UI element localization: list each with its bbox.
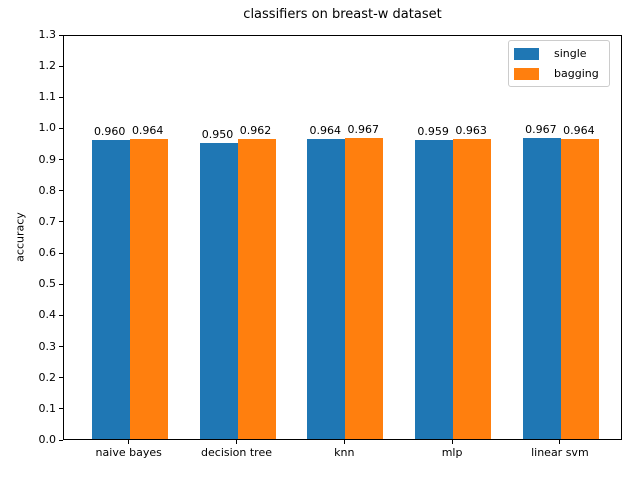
bar-value-label-bagging-mlp: 0.963 bbox=[455, 123, 487, 137]
y-tick-mark bbox=[59, 314, 63, 316]
bar-single-mlp bbox=[415, 140, 454, 439]
y-tick-label: 0.2 bbox=[38, 370, 57, 384]
bar-value-label-single-naive-bayes: 0.960 bbox=[93, 124, 126, 138]
bar-single-decision-tree bbox=[199, 143, 238, 439]
bar-bagging-linear-svm bbox=[560, 138, 599, 439]
bar-bagging-decision-tree bbox=[237, 139, 276, 439]
y-tick-label: 1.3 bbox=[38, 28, 57, 41]
y-tick-label: 1.0 bbox=[38, 121, 57, 135]
y-tick-label: 0.6 bbox=[38, 246, 57, 260]
chart-title: classifiers on breast-w dataset bbox=[243, 7, 442, 22]
y-tick-label: 0.5 bbox=[38, 277, 57, 291]
x-tick-label-mlp: mlp bbox=[441, 446, 463, 459]
bar-value-label-bagging-decision-tree: 0.962 bbox=[239, 124, 272, 138]
x-tick-mark bbox=[343, 440, 345, 444]
y-tick-mark bbox=[59, 34, 63, 36]
bar-bagging-mlp bbox=[453, 139, 492, 439]
bar-value-label-single-linear-svm: 0.967 bbox=[525, 122, 557, 136]
legend-item-single: single bbox=[514, 47, 603, 60]
x-tick-label-knn: knn bbox=[334, 446, 355, 459]
y-tick-label: 0.7 bbox=[38, 214, 57, 228]
x-tick-mark bbox=[236, 440, 237, 444]
y-tick-mark bbox=[59, 190, 63, 192]
x-tick-label-linear-svm: linear svm bbox=[531, 446, 589, 459]
legend-swatch-bagging bbox=[514, 67, 539, 80]
bar-bagging-knn bbox=[345, 137, 384, 439]
plot-area bbox=[63, 35, 622, 440]
bar-value-label-bagging-knn: 0.967 bbox=[347, 122, 380, 136]
y-tick-label: 0.4 bbox=[38, 308, 57, 322]
y-tick-mark bbox=[59, 252, 63, 254]
y-tick-mark bbox=[59, 65, 63, 67]
y-tick-label: 1.2 bbox=[38, 59, 57, 73]
bar-value-label-single-mlp: 0.959 bbox=[417, 125, 449, 139]
y-tick-label: 0.0 bbox=[38, 433, 57, 446]
y-tick-label: 0.3 bbox=[38, 339, 57, 353]
y-tick-mark bbox=[59, 221, 63, 223]
y-tick-mark bbox=[59, 346, 63, 348]
legend-item-bagging: bagging bbox=[514, 67, 603, 80]
y-tick-mark bbox=[59, 439, 63, 441]
y-tick-mark bbox=[59, 377, 63, 379]
bar-bagging-naive-bayes bbox=[129, 138, 168, 439]
x-tick-mark bbox=[128, 440, 130, 444]
y-tick-mark bbox=[59, 127, 63, 129]
y-tick-mark bbox=[59, 159, 63, 161]
y-tick-mark bbox=[59, 96, 63, 98]
bar-single-knn bbox=[307, 138, 346, 439]
bar-value-label-bagging-naive-bayes: 0.964 bbox=[131, 123, 164, 137]
x-tick-label-naive-bayes: naive bayes bbox=[95, 446, 162, 459]
bar-value-label-single-decision-tree: 0.950 bbox=[201, 128, 234, 142]
legend-swatch-single bbox=[514, 47, 539, 60]
legend-label-bagging: bagging bbox=[554, 67, 599, 80]
legend-label-single: single bbox=[554, 47, 587, 60]
legend: single bagging bbox=[508, 40, 610, 87]
x-tick-mark bbox=[559, 440, 561, 444]
bar-value-label-bagging-linear-svm: 0.964 bbox=[563, 123, 595, 137]
y-tick-mark bbox=[59, 283, 63, 285]
bar-single-linear-svm bbox=[522, 137, 561, 439]
x-tick-label-decision-tree: decision tree bbox=[201, 446, 272, 459]
y-tick-label: 0.8 bbox=[38, 183, 57, 197]
bar-value-label-single-knn: 0.964 bbox=[309, 123, 342, 137]
y-tick-mark bbox=[59, 408, 63, 410]
y-tick-label: 0.9 bbox=[38, 152, 57, 166]
y-tick-label: 1.1 bbox=[38, 90, 57, 104]
bar-single-naive-bayes bbox=[91, 139, 130, 439]
y-tick-label: 0.1 bbox=[38, 401, 57, 415]
x-tick-mark bbox=[451, 440, 453, 444]
